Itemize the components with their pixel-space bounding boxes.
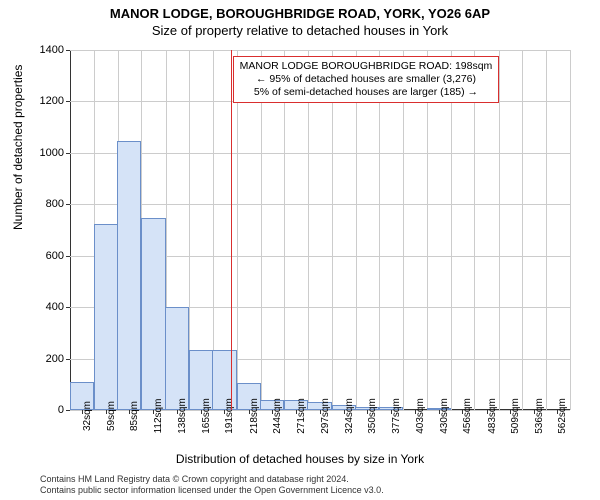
grid-line-v [522, 50, 523, 410]
histogram-bar [165, 307, 189, 410]
grid-line-v [451, 50, 452, 410]
y-tick-mark [66, 50, 70, 51]
x-tick-label: 324sqm [344, 398, 355, 434]
grid-line-v [403, 50, 404, 410]
grid-line-v [261, 50, 262, 410]
y-tick-mark [66, 101, 70, 102]
y-tick-label: 1200 [40, 95, 64, 107]
x-tick-label: 430sqm [439, 398, 450, 434]
grid-line-v [237, 50, 238, 410]
x-tick-label: 297sqm [320, 398, 331, 434]
histogram-bar [117, 141, 141, 410]
x-tick-label: 218sqm [249, 398, 260, 434]
y-tick-mark [66, 359, 70, 360]
x-tick-label: 509sqm [510, 398, 521, 434]
reference-line [231, 50, 232, 410]
x-tick-label: 32sqm [82, 401, 93, 431]
grid-line-v [499, 50, 500, 410]
y-tick-label: 600 [46, 250, 64, 262]
grid-line-v [332, 50, 333, 410]
grid-line-v [474, 50, 475, 410]
x-tick-label: 271sqm [296, 398, 307, 434]
plot-area: 020040060080010001200140032sqm59sqm85sqm… [70, 50, 570, 410]
annotation-line2: ← 95% of detached houses are smaller (3,… [240, 73, 493, 86]
grid-line-h [70, 204, 570, 205]
grid-line-v [356, 50, 357, 410]
y-tick-mark [66, 153, 70, 154]
y-tick-mark [66, 410, 70, 411]
x-tick-label: 85sqm [129, 401, 140, 431]
annotation-line3: 5% of semi-detached houses are larger (1… [240, 86, 493, 99]
annotation-line1: MANOR LODGE BOROUGHBRIDGE ROAD: 198sqm [240, 60, 493, 73]
x-tick-label: 483sqm [487, 398, 498, 434]
title-block: MANOR LODGE, BOROUGHBRIDGE ROAD, YORK, Y… [0, 6, 600, 38]
y-tick-label: 800 [46, 198, 64, 210]
x-tick-label: 112sqm [153, 399, 164, 434]
x-tick-label: 138sqm [177, 398, 188, 434]
annotation-box: MANOR LODGE BOROUGHBRIDGE ROAD: 198sqm ←… [233, 56, 500, 103]
y-axis-title: Number of detached properties [11, 65, 25, 230]
footer: Contains HM Land Registry data © Crown c… [40, 474, 384, 496]
footer-line2: Contains public sector information licen… [40, 485, 384, 496]
y-tick-label: 400 [46, 301, 64, 313]
grid-line-v [546, 50, 547, 410]
x-tick-label: 165sqm [201, 398, 212, 434]
y-tick-mark [66, 204, 70, 205]
chart-title-sub: Size of property relative to detached ho… [0, 23, 600, 38]
y-tick-mark [66, 307, 70, 308]
grid-line-v [379, 50, 380, 410]
chart-container: MANOR LODGE, BOROUGHBRIDGE ROAD, YORK, Y… [0, 0, 600, 500]
grid-line-v [308, 50, 309, 410]
x-tick-label: 244sqm [272, 398, 283, 434]
x-tick-label: 403sqm [415, 398, 426, 434]
y-tick-mark [66, 256, 70, 257]
x-tick-label: 377sqm [391, 398, 402, 434]
x-tick-label: 59sqm [106, 401, 117, 431]
footer-line1: Contains HM Land Registry data © Crown c… [40, 474, 384, 485]
histogram-bar [141, 218, 165, 410]
y-tick-label: 0 [58, 404, 64, 416]
grid-line-v [284, 50, 285, 410]
y-tick-label: 1000 [40, 147, 64, 159]
x-tick-label: 536sqm [534, 398, 545, 434]
chart-title-main: MANOR LODGE, BOROUGHBRIDGE ROAD, YORK, Y… [0, 6, 600, 21]
grid-line-h [70, 50, 570, 51]
grid-line-v [427, 50, 428, 410]
x-tick-label: 350sqm [367, 398, 378, 434]
y-tick-label: 200 [46, 353, 64, 365]
grid-line-v [570, 50, 571, 410]
grid-line-h [70, 153, 570, 154]
y-tick-label: 1400 [40, 44, 64, 56]
x-tick-label: 562sqm [557, 398, 568, 434]
y-axis-line [70, 50, 71, 410]
histogram-bar [94, 224, 118, 410]
x-tick-label: 456sqm [462, 398, 473, 434]
x-axis-title: Distribution of detached houses by size … [0, 452, 600, 466]
